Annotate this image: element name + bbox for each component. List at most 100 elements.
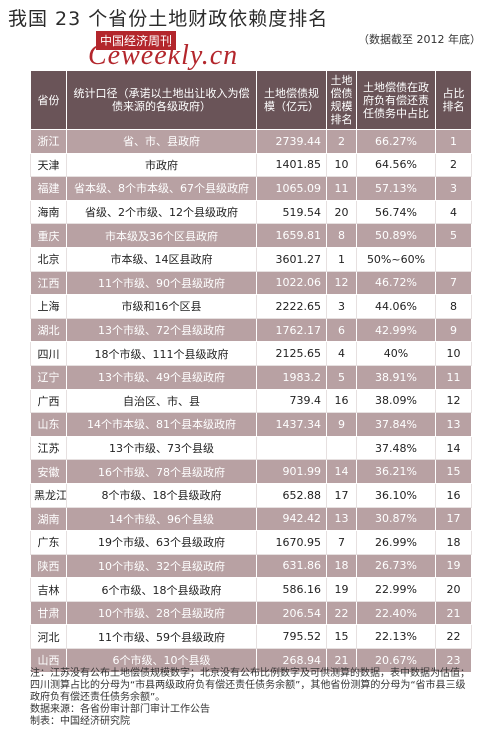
cell-amount: 2739.44	[256, 129, 327, 154]
cell-amount-rank: 15	[326, 624, 357, 650]
cell-scope: 14个市本级、81个县本级政府	[66, 412, 257, 437]
site-logo: Ceweekly.cn	[88, 40, 239, 71]
cell-scope: 市级和16个区县	[66, 294, 257, 319]
cell-amount-rank: 21	[326, 648, 357, 673]
cell-province: 湖南	[30, 506, 67, 532]
column-header-amount: 土地偿债规模（亿元）	[256, 70, 327, 130]
table-row: 江苏 13个市级、73个县级 37.48% 14	[30, 435, 472, 461]
cell-share: 26.99%	[356, 530, 436, 555]
cell-scope: 18个市级、111个县级政府	[66, 341, 257, 366]
cell-scope: 14个市级、96个县级	[66, 506, 257, 532]
date-note: （数据截至 2012 年底）	[358, 33, 481, 46]
cell-province: 湖北	[30, 317, 67, 343]
table-row: 海南 省级、2个市级、12个县级政府 519.54 20 56.74% 4	[30, 199, 472, 225]
cell-share: 36.10%	[356, 482, 436, 508]
table-row: 福建 省本级、8个市本级、67个县级政府 1065.09 11 57.13% 3	[30, 176, 472, 201]
cell-share: 56.74%	[356, 199, 436, 225]
cell-share-rank: 4	[435, 199, 472, 225]
cell-share-rank	[435, 246, 472, 272]
cell-amount-rank: 16	[326, 388, 357, 414]
page-title: 我国 23 个省份土地财政依赖度排名	[8, 8, 329, 30]
cell-province: 广东	[30, 530, 67, 555]
cell-amount-rank: 10	[326, 152, 357, 178]
cell-share-rank: 12	[435, 388, 472, 414]
cell-amount-rank: 14	[326, 459, 357, 484]
cell-scope: 市本级、14区县政府	[66, 246, 257, 272]
cell-amount: 2222.65	[256, 294, 327, 319]
cell-scope: 13个市级、72个县级政府	[66, 317, 257, 343]
cell-amount-rank: 8	[326, 223, 357, 248]
cell-amount: 901.99	[256, 459, 327, 484]
cell-share-rank: 10	[435, 341, 472, 366]
cell-share: 40%	[356, 341, 436, 366]
cell-province: 上海	[30, 294, 67, 319]
cell-share-rank: 20	[435, 577, 472, 602]
footnote-text: 注：江苏没有公布土地偿债规模数字；北京没有公布比例数字及可供测算的数据，表中数据…	[30, 668, 470, 703]
column-header-share: 土地偿债在政府负有偿还责任债务中占比	[356, 70, 436, 130]
cell-province: 广西	[30, 388, 67, 414]
cell-province: 黑龙江	[30, 482, 67, 508]
table-row: 四川 18个市级、111个县级政府 2125.65 4 40% 10	[30, 341, 472, 366]
cell-province: 甘肃	[30, 600, 67, 626]
cell-amount: 795.52	[256, 624, 327, 650]
cell-share-rank: 21	[435, 600, 472, 626]
cell-province: 海南	[30, 199, 67, 225]
cell-share: 38.91%	[356, 364, 436, 390]
cell-province: 山西	[30, 648, 67, 673]
cell-amount-rank	[326, 435, 357, 461]
table-row: 天津 市政府 1401.85 10 64.56% 2	[30, 152, 472, 178]
cell-share-rank: 9	[435, 317, 472, 343]
cell-share-rank: 16	[435, 482, 472, 508]
table-row: 北京 市本级、14区县政府 3601.27 1 50%~60%	[30, 246, 472, 272]
table-row: 湖北 13个市级、72个县级政府 1762.17 6 42.99% 9	[30, 317, 472, 343]
cell-amount-rank: 1	[326, 246, 357, 272]
cell-amount: 631.86	[256, 553, 327, 579]
cell-amount: 268.94	[256, 648, 327, 673]
cell-amount-rank: 3	[326, 294, 357, 319]
cell-scope: 6个市级、10个县级	[66, 648, 257, 673]
cell-amount-rank: 12	[326, 270, 357, 296]
column-header-scope: 统计口径（承诺以土地出让收入为偿债来源的各级政府）	[66, 70, 257, 130]
cell-amount: 206.54	[256, 600, 327, 626]
cell-share-rank: 22	[435, 624, 472, 650]
cell-scope: 19个市级、63个县级政府	[66, 530, 257, 555]
cell-share: 22.13%	[356, 624, 436, 650]
cell-amount: 1983.2	[256, 364, 327, 390]
cell-scope: 11个市级、90个县级政府	[66, 270, 257, 296]
cell-amount-rank: 13	[326, 506, 357, 532]
cell-scope: 自治区、市、县	[66, 388, 257, 414]
table-row: 广西 自治区、市、县 739.4 16 38.09% 12	[30, 388, 472, 414]
cell-amount: 1659.81	[256, 223, 327, 248]
cell-amount-rank: 4	[326, 341, 357, 366]
cell-share: 44.06%	[356, 294, 436, 319]
cell-amount-rank: 20	[326, 199, 357, 225]
cell-share-rank: 15	[435, 459, 472, 484]
table-row: 上海 市级和16个区县 2222.65 3 44.06% 8	[30, 294, 472, 319]
cell-scope: 16个市级、78个县级政府	[66, 459, 257, 484]
cell-share: 22.40%	[356, 600, 436, 626]
cell-amount-rank: 6	[326, 317, 357, 343]
cell-share: 64.56%	[356, 152, 436, 178]
cell-share-rank: 14	[435, 435, 472, 461]
table-producer: 制表：中国经济研究院	[30, 716, 130, 727]
cell-province: 福建	[30, 176, 67, 201]
table-header-row: 省份 统计口径（承诺以土地出让收入为偿债来源的各级政府） 土地偿债规模（亿元） …	[30, 70, 472, 130]
cell-amount-rank: 7	[326, 530, 357, 555]
cell-amount-rank: 22	[326, 600, 357, 626]
table-row: 山西 6个市级、10个县级 268.94 21 20.67% 23	[30, 648, 472, 673]
cell-share-rank: 3	[435, 176, 472, 201]
cell-province: 江苏	[30, 435, 67, 461]
table-row: 安徽 16个市级、78个县级政府 901.99 14 36.21% 15	[30, 459, 472, 484]
cell-scope: 市政府	[66, 152, 257, 178]
cell-share: 30.87%	[356, 506, 436, 532]
cell-scope: 8个市级、18个县级政府	[66, 482, 257, 508]
table-row: 吉林 6个市级、18个县级政府 586.16 19 22.99% 20	[30, 577, 472, 602]
cell-scope: 省本级、8个市本级、67个县级政府	[66, 176, 257, 201]
table-row: 浙江 省、市、县政府 2739.44 2 66.27% 1	[30, 129, 472, 154]
table-row: 广东 19个市级、63个县级政府 1670.95 7 26.99% 18	[30, 530, 472, 555]
cell-share-rank: 19	[435, 553, 472, 579]
cell-scope: 省、市、县政府	[66, 129, 257, 154]
ranking-table: 省份 统计口径（承诺以土地出让收入为偿债来源的各级政府） 土地偿债规模（亿元） …	[30, 70, 472, 673]
cell-share-rank: 1	[435, 129, 472, 154]
table-row: 江西 11个市级、90个县级政府 1022.06 12 46.72% 7	[30, 270, 472, 296]
